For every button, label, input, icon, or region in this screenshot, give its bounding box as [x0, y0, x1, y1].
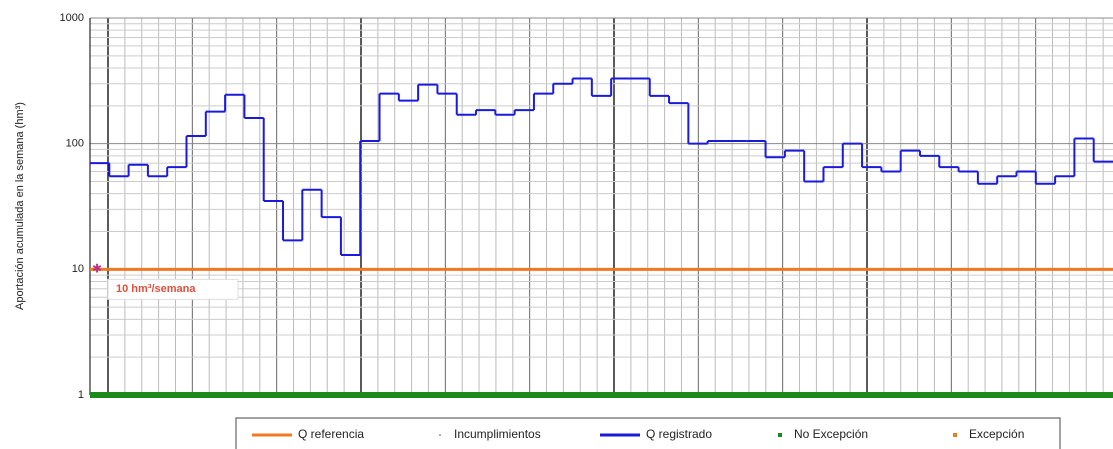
no-exception-band — [90, 392, 1113, 398]
y-tick-label: 100 — [66, 138, 84, 150]
y-axis-label: Aportación acumulada en la semana (hm³) — [14, 102, 26, 310]
reference-label: 10 hm³/semana — [116, 283, 196, 295]
legend-label: Excepción — [969, 427, 1024, 441]
y-tick-label: 10 — [72, 263, 84, 275]
legend-swatch — [439, 434, 441, 436]
y-tick-label: 1 — [78, 389, 84, 401]
legend-label: Incumplimientos — [454, 427, 541, 441]
legend-box — [235, 417, 1061, 449]
legend-label: No Excepción — [794, 427, 868, 441]
reference-label-box — [107, 278, 239, 300]
legend-swatch — [778, 433, 782, 437]
legend-swatch — [953, 433, 957, 437]
legend-label: Q registrado — [646, 427, 712, 441]
reference-marker: ✱ — [92, 262, 102, 276]
y-tick-label: 1000 — [60, 12, 84, 24]
legend-label: Q referencia — [298, 427, 364, 441]
